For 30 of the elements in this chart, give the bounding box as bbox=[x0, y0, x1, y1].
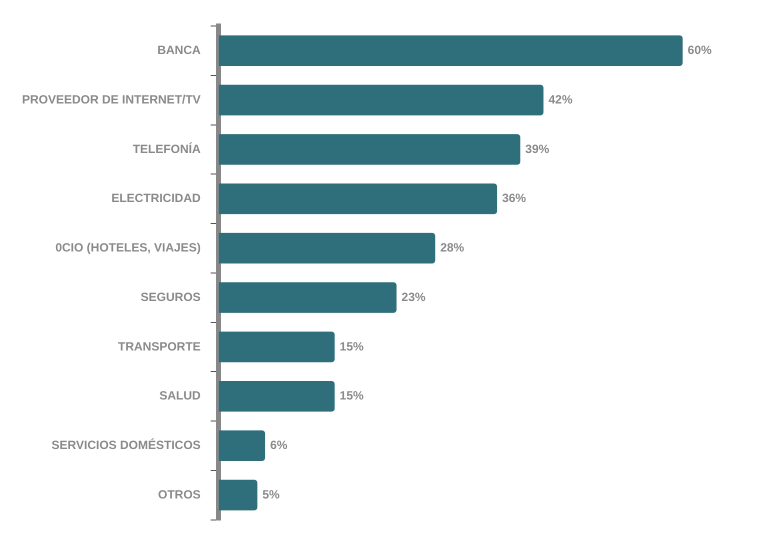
bar bbox=[218, 430, 266, 462]
y-tick-label: ELECTRICIDAD bbox=[111, 191, 202, 206]
bar bbox=[218, 84, 544, 116]
bar bbox=[218, 184, 498, 214]
y-tick-label: BANCA bbox=[157, 43, 202, 57]
y-tick-label: SALUD bbox=[159, 388, 202, 403]
data-label: 15% bbox=[340, 339, 364, 354]
y-tick-label: 0CIO (HOTELES, VIAJES) bbox=[55, 240, 201, 255]
data-label: 23% bbox=[402, 290, 426, 304]
y-tick-label: OTROS bbox=[158, 487, 201, 502]
bar bbox=[218, 134, 520, 165]
bar bbox=[218, 480, 258, 510]
bar bbox=[218, 381, 335, 412]
y-tick-label: SERVICIOS DOMÉSTICOS bbox=[52, 438, 201, 452]
data-label: 15% bbox=[340, 388, 364, 403]
bar bbox=[218, 35, 683, 66]
bar bbox=[218, 282, 397, 313]
data-label: 5% bbox=[262, 487, 280, 502]
data-label: 39% bbox=[525, 142, 550, 156]
data-label: 36% bbox=[502, 191, 526, 206]
data-label: 42% bbox=[548, 92, 573, 106]
data-label: 28% bbox=[440, 240, 465, 255]
data-label: 6% bbox=[270, 438, 288, 452]
data-label: 60% bbox=[688, 43, 712, 57]
y-tick-label: PROVEEDOR DE INTERNET/TV bbox=[22, 92, 201, 106]
bar bbox=[218, 332, 335, 362]
y-tick-label: TELEFONÍA bbox=[132, 142, 202, 156]
bar bbox=[218, 232, 436, 264]
y-tick-label: SEGUROS bbox=[140, 290, 201, 304]
y-tick-label: TRANSPORTE bbox=[118, 339, 201, 354]
